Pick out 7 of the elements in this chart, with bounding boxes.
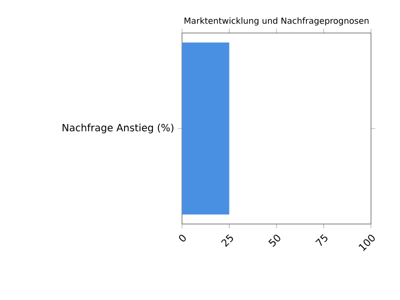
x-tick-label: 100 xyxy=(358,234,375,252)
x-tick-label: 0 xyxy=(179,234,186,242)
x-tick-label: 75 xyxy=(315,234,328,246)
y-tick-label: Nachfrage Anstieg (%) xyxy=(62,124,174,134)
x-tick-label: 25 xyxy=(221,234,233,247)
chart-title: Marktentwicklung und Nachfrageprognosen xyxy=(184,17,369,26)
x-tick-label: 50 xyxy=(268,234,280,247)
